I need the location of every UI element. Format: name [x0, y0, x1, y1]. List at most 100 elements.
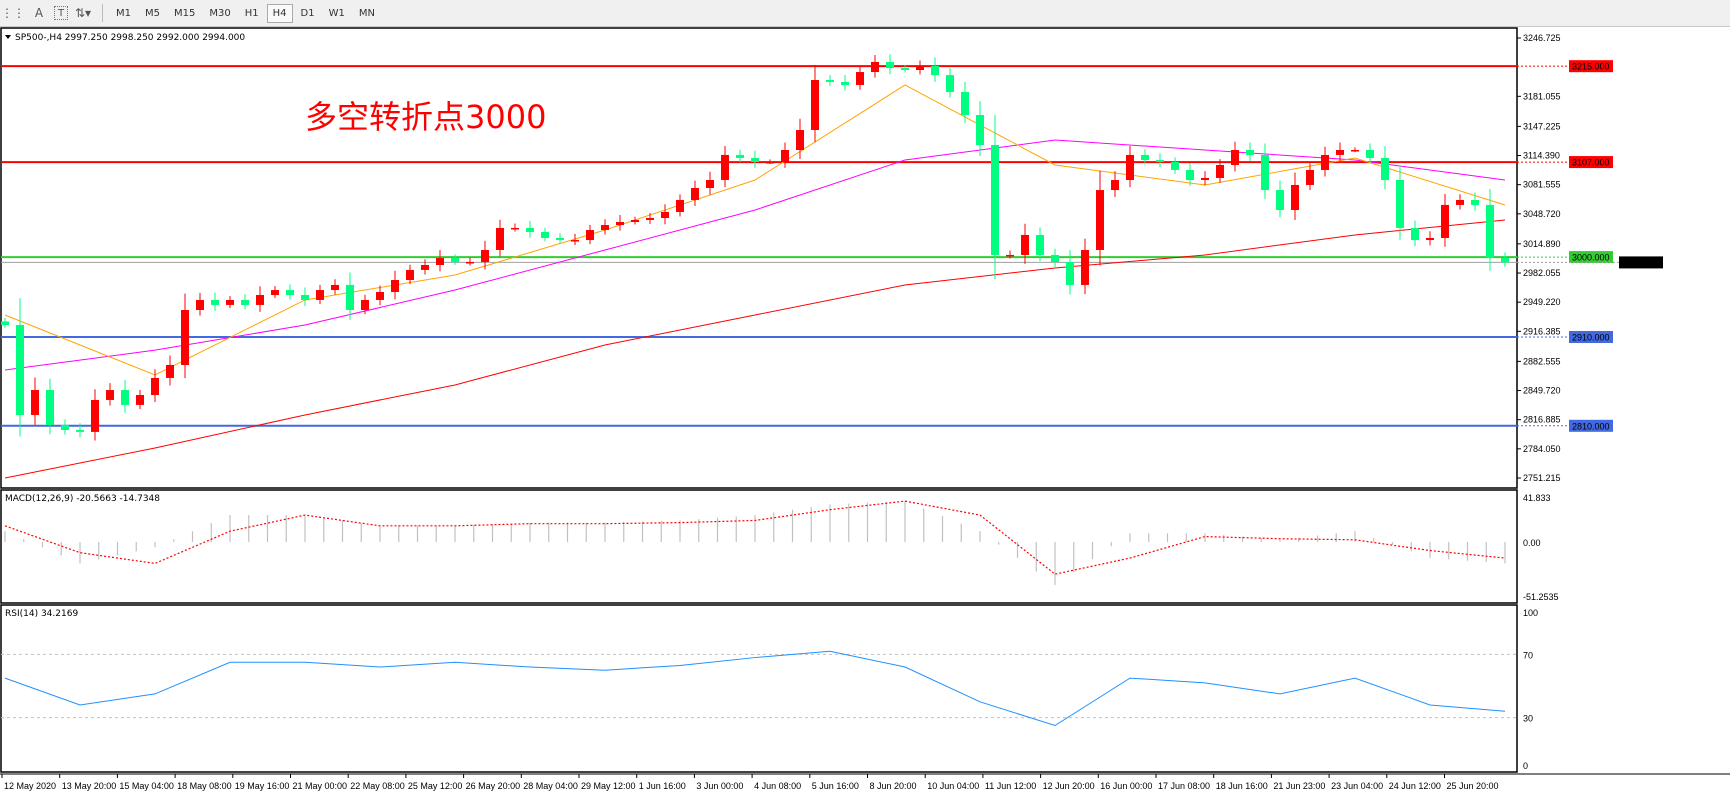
candle-body: [436, 257, 444, 265]
y-tick-label: 2816.885: [1523, 415, 1561, 425]
candle-body: [1036, 234, 1044, 255]
candle-body: [151, 377, 159, 395]
arrows-icon[interactable]: ⇅▾: [74, 6, 92, 20]
x-tick-label: 12 May 2020: [4, 781, 56, 791]
candle-body: [1111, 180, 1119, 191]
x-tick-label: 23 Jun 04:00: [1331, 781, 1383, 791]
candle-body: [736, 154, 744, 158]
macd-pane: [0, 489, 1518, 604]
candle-body: [811, 80, 819, 131]
grid-icon[interactable]: ⋮⋮: [1, 6, 25, 20]
text-a-icon[interactable]: A: [34, 6, 44, 20]
rsi-tick-label: 70: [1523, 650, 1533, 660]
candle-body: [286, 290, 294, 296]
candle-body: [196, 299, 204, 311]
candle-body: [1501, 257, 1509, 263]
candle-body: [346, 284, 354, 311]
candle-body: [1351, 149, 1359, 152]
timeframe-bar: M1 M5 M15 M30 H1 H4 D1 W1 MN: [109, 3, 382, 23]
y-tick-label: 2751.215: [1523, 473, 1561, 483]
level-label-bg: [1569, 331, 1613, 344]
candle-body: [1411, 227, 1419, 241]
candle-body: [211, 299, 219, 305]
candle-body: [961, 92, 969, 116]
candle-body: [121, 390, 129, 405]
candle-body: [451, 257, 459, 262]
candle-body: [241, 299, 249, 305]
x-tick-label: 8 Jun 20:00: [870, 781, 917, 791]
x-tick-label: 17 Jun 08:00: [1158, 781, 1210, 791]
candle-body: [931, 65, 939, 76]
x-tick-label: 19 May 16:00: [235, 781, 290, 791]
timeframe-m30[interactable]: M30: [209, 7, 231, 19]
x-tick-label: 22 May 08:00: [350, 781, 405, 791]
candle-body: [226, 299, 234, 305]
candle-body: [1006, 254, 1014, 257]
text-label-icon[interactable]: T: [54, 6, 68, 20]
timeframe-m5[interactable]: M5: [145, 7, 160, 19]
candle-body: [1276, 190, 1284, 211]
candle-body: [166, 364, 174, 378]
candle-body: [1081, 249, 1089, 285]
candle-body: [886, 61, 894, 69]
candle-body: [1171, 161, 1179, 170]
x-tick-label: 28 May 04:00: [523, 781, 578, 791]
candle-body: [1186, 169, 1194, 181]
timeframe-d1[interactable]: D1: [300, 7, 315, 19]
candle-body: [541, 231, 549, 238]
ma-mid-line: [4, 139, 1506, 371]
candle-body: [1381, 157, 1389, 181]
y-tick-label: 2949.220: [1523, 297, 1561, 307]
timeframe-mn[interactable]: MN: [358, 7, 375, 19]
x-tick-label: 18 Jun 16:00: [1216, 781, 1268, 791]
candle-body: [511, 227, 519, 230]
candle-body: [676, 199, 684, 212]
candle-body: [376, 291, 384, 300]
candle-body: [391, 279, 399, 292]
timeframe-h1[interactable]: H1: [244, 7, 259, 19]
candle-body: [1396, 180, 1404, 228]
candle-body: [901, 68, 909, 70]
macd-signal-line: [4, 500, 1506, 575]
candle-body: [1366, 149, 1374, 158]
candle-body: [271, 290, 279, 296]
candle-body: [481, 249, 489, 262]
ma-slow-line: [4, 219, 1506, 479]
candle-body: [136, 394, 144, 405]
level-label: 2910.000: [1572, 333, 1610, 343]
candle-body: [256, 295, 264, 305]
candle-body: [1141, 154, 1149, 161]
ma-fast-line: [4, 84, 1506, 376]
x-tick-label: 29 May 12:00: [581, 781, 636, 791]
candle-body: [856, 72, 864, 85]
timeframe-h4[interactable]: H4: [266, 3, 293, 23]
level-label-bg: [1569, 251, 1613, 264]
candle-body: [1426, 237, 1434, 241]
timeframe-m1[interactable]: M1: [116, 7, 131, 19]
x-tick-label: 21 May 00:00: [293, 781, 348, 791]
macd-tick-label: -51.2535: [1523, 592, 1559, 602]
candle-body: [841, 81, 849, 85]
candle-body: [16, 325, 24, 415]
timeframe-m15[interactable]: M15: [174, 7, 196, 19]
candle-body: [571, 240, 579, 242]
x-tick-label: 12 Jun 20:00: [1043, 781, 1095, 791]
candle-body: [361, 299, 369, 311]
level-label: 3215.000: [1572, 62, 1610, 72]
annotation-text: 多空转折点3000: [305, 98, 546, 136]
candle-body: [31, 390, 39, 415]
candle-body: [1096, 190, 1104, 250]
toolbar: ⋮⋮ A T ⇅▾ M1 M5 M15 M30 H1 H4 D1 W1 MN: [0, 0, 1730, 27]
candle-body: [871, 61, 879, 73]
candle-body: [1291, 184, 1299, 211]
x-tick-label: 13 May 20:00: [62, 781, 117, 791]
candle-body: [916, 65, 924, 70]
rsi-header: RSI(14) 34.2169: [5, 609, 78, 619]
candle-body: [466, 261, 474, 264]
timeframe-w1[interactable]: W1: [328, 7, 345, 19]
x-tick-label: 25 May 12:00: [408, 781, 463, 791]
level-label-bg: [1569, 419, 1613, 432]
y-tick-label: 2982.055: [1523, 268, 1561, 278]
candle-body: [1126, 154, 1134, 181]
